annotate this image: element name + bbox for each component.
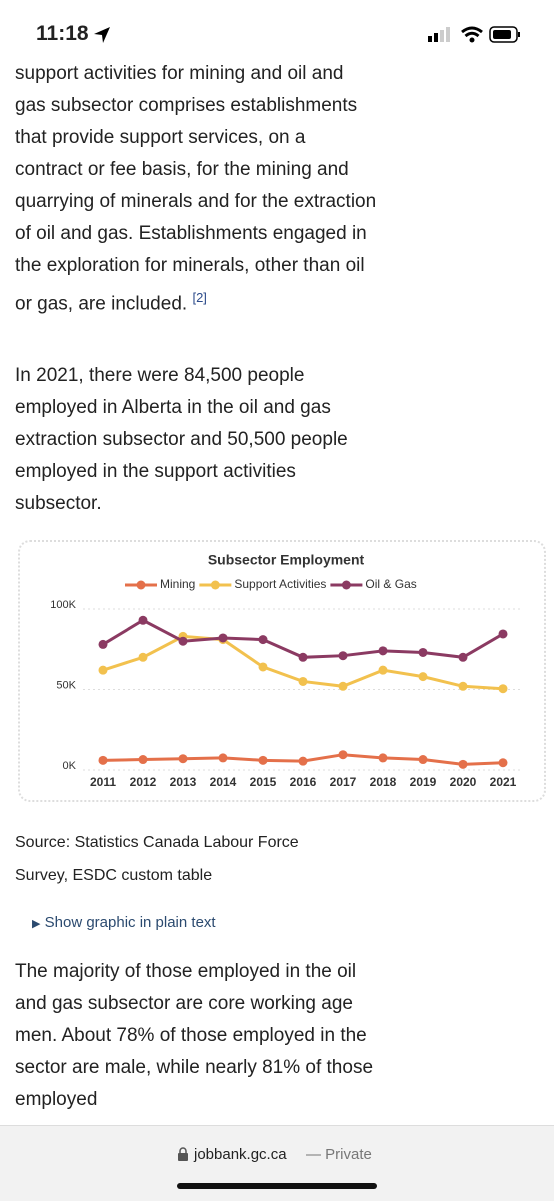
x-tick-label: 2021 (490, 775, 517, 789)
x-tick-label: 2011 (90, 775, 116, 789)
details-toggle[interactable]: ▶ Show graphic in plain text (32, 914, 216, 931)
details-text[interactable]: Show graphic in plain text (44, 914, 216, 931)
source-line: Survey, ESDC custom table (15, 867, 213, 884)
private-mode: — Private (306, 1146, 372, 1163)
data-point (178, 754, 188, 764)
data-point (378, 753, 388, 763)
data-point (418, 755, 428, 765)
x-tick-label: 2013 (170, 775, 197, 789)
data-point (218, 753, 228, 763)
y-tick-label: 0K (63, 760, 77, 772)
source: Source: Statistics Canada Labour Force Su… (15, 826, 355, 892)
source-line: Source: Statistics Canada Labour Force (15, 834, 299, 851)
y-tick-label: 100K (50, 599, 76, 611)
data-point (218, 633, 228, 643)
data-point (258, 635, 268, 645)
data-point (338, 651, 348, 661)
data-point (298, 756, 308, 766)
data-point (138, 615, 148, 625)
x-tick-label: 2019 (410, 775, 437, 789)
data-point (378, 646, 388, 656)
paragraph: In 2021, there were 84,500 people employ… (15, 365, 348, 514)
data-point (498, 629, 508, 639)
legend-marker (136, 580, 146, 590)
data-point (458, 759, 468, 769)
browser-bar: jobbank.gc.ca — Private (0, 1125, 554, 1201)
data-point (258, 755, 268, 765)
status-bar: 11:18 (0, 0, 554, 62)
data-point (498, 684, 508, 694)
data-point (298, 676, 308, 686)
lock-icon (178, 1147, 188, 1161)
data-point (138, 755, 148, 765)
location-icon (94, 27, 110, 43)
data-point (98, 639, 108, 649)
data-point (258, 662, 268, 672)
data-point (458, 681, 468, 691)
data-point (98, 755, 108, 765)
legend-label: Oil & Gas (365, 577, 416, 591)
url[interactable]: jobbank.gc.ca (194, 1146, 287, 1163)
paragraph-text: support activities for mining and oil an… (15, 63, 377, 315)
series-line (102, 618, 504, 659)
x-tick-label: 2012 (130, 775, 157, 789)
x-tick-label: 2018 (370, 775, 397, 789)
data-point (298, 652, 308, 662)
x-tick-label: 2017 (330, 775, 357, 789)
x-tick-label: 2016 (290, 775, 317, 789)
data-point (138, 652, 148, 662)
data-point (458, 652, 468, 662)
x-tick-label: 2014 (210, 775, 237, 789)
data-point (378, 665, 388, 675)
legend-label: Mining (160, 577, 195, 591)
data-point (98, 665, 108, 675)
data-point (338, 750, 348, 760)
legend-marker (210, 580, 220, 590)
data-point (418, 647, 428, 657)
status-icons (428, 26, 520, 43)
data-point (498, 758, 508, 768)
chart: Subsector Employment 0K 50K 100K 2011 2012 20… (50, 552, 523, 789)
y-tick-label: 50K (56, 679, 76, 691)
footnote-link[interactable]: [2] (192, 290, 207, 305)
paragraph: The majority of those employed in the oi… (15, 961, 374, 1110)
x-tick-label: 2015 (250, 775, 277, 789)
chart-container: Subsector Employment 0K 50K 100K 2011 2012 20… (18, 540, 546, 802)
data-point (338, 681, 348, 691)
legend-marker (341, 580, 351, 590)
data-point (418, 672, 428, 682)
chart-title: Subsector Employment (208, 552, 365, 568)
clock: 11:18 (36, 22, 89, 45)
x-tick-label: 2020 (450, 775, 477, 789)
legend-label: Support Activities (234, 577, 326, 591)
data-point (178, 636, 188, 646)
home-indicator (177, 1183, 377, 1189)
paragraph: support activities for mining and oil an… (15, 58, 377, 320)
